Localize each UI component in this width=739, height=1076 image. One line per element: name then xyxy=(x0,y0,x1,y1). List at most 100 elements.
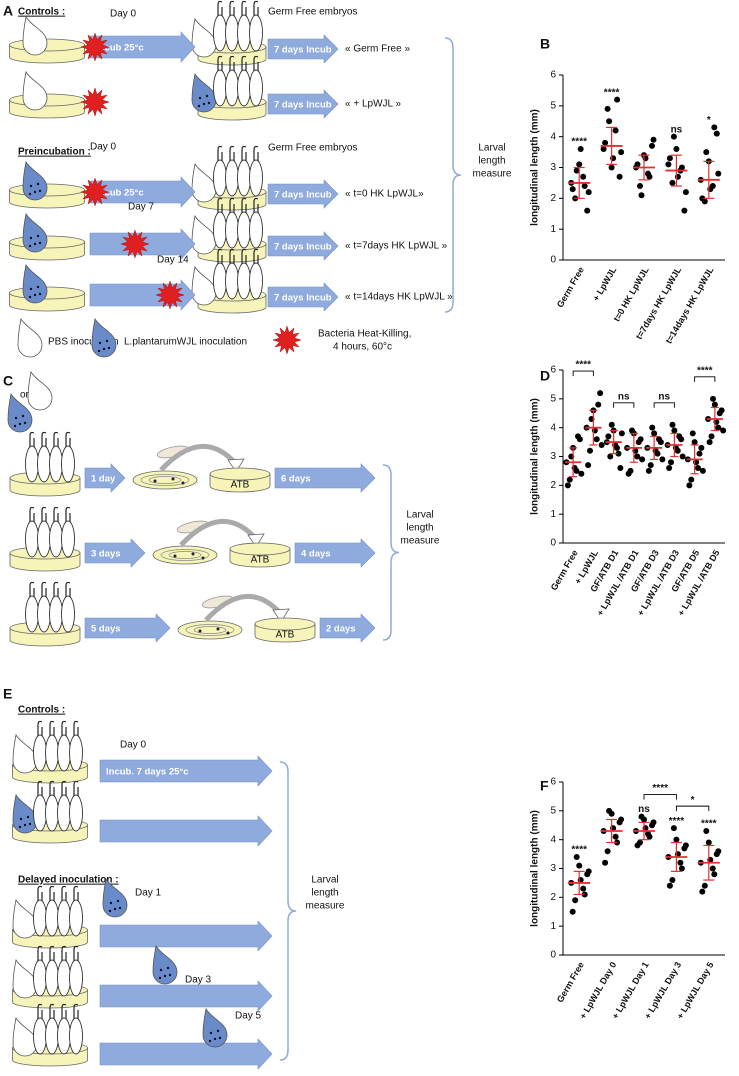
data-point xyxy=(607,453,614,460)
data-point xyxy=(686,482,693,489)
data-point xyxy=(666,155,673,162)
bracket xyxy=(279,761,297,1061)
embryo xyxy=(237,69,251,107)
data-point xyxy=(720,427,727,434)
petri-ring xyxy=(160,549,210,561)
label: Day 3 xyxy=(185,975,212,986)
data-point xyxy=(670,133,677,140)
bacteria-dot xyxy=(13,424,17,428)
label: 5 days xyxy=(91,624,121,635)
label: length xyxy=(406,523,433,534)
data-point xyxy=(580,173,587,180)
data-point xyxy=(646,173,653,180)
embryo xyxy=(225,14,239,52)
label: 2 days xyxy=(326,624,356,635)
data-point xyxy=(715,848,722,855)
label: « + LpWJL » xyxy=(345,99,401,110)
data-point xyxy=(708,433,715,440)
data-point xyxy=(666,465,673,472)
label: 2 xyxy=(550,892,556,903)
label: **** xyxy=(571,137,587,148)
label: Larval xyxy=(478,143,505,154)
pbs-drop xyxy=(191,265,217,306)
arrow xyxy=(99,980,273,1012)
data-point xyxy=(584,207,591,214)
label: C xyxy=(3,373,13,389)
heat-kill-star xyxy=(80,177,110,207)
embryo xyxy=(69,1017,83,1055)
embryo xyxy=(33,899,47,937)
embryo xyxy=(237,14,251,52)
arrow xyxy=(84,463,126,493)
label: 1 xyxy=(550,921,556,932)
data-point xyxy=(645,467,652,474)
bacteria-dot xyxy=(97,349,101,353)
label: 5 xyxy=(550,393,556,404)
data-point xyxy=(711,401,718,408)
bacteria-dot xyxy=(109,901,113,905)
bacteria-dot xyxy=(158,976,162,980)
bacteria-dot xyxy=(36,285,40,289)
heat-kill-star xyxy=(120,229,150,259)
data-point xyxy=(695,465,701,472)
transfer-head xyxy=(247,533,265,548)
label: 4 xyxy=(550,131,556,142)
label: Delayed inoculation : xyxy=(18,875,119,886)
embryo xyxy=(249,211,263,249)
bacteria-dot xyxy=(202,102,206,106)
data-point xyxy=(711,871,718,878)
pbs-drop xyxy=(12,958,38,999)
petri-ring xyxy=(185,624,235,636)
embryo xyxy=(45,1017,59,1055)
embryo xyxy=(37,520,51,558)
arrow xyxy=(99,1038,273,1070)
data-point xyxy=(606,807,613,814)
data-point xyxy=(634,453,641,460)
data-point xyxy=(706,439,713,446)
data-point xyxy=(650,819,657,826)
data-point xyxy=(681,207,688,214)
bacteria-dot xyxy=(213,1037,217,1041)
bacteria-dot xyxy=(28,192,32,196)
pbs-drop xyxy=(191,162,217,203)
data-point xyxy=(572,897,579,904)
data-point xyxy=(678,164,685,171)
heat-kill-star xyxy=(80,32,110,62)
embryo xyxy=(49,445,63,483)
bacteria-dot xyxy=(102,347,106,351)
label: ns xyxy=(618,391,630,402)
data-point xyxy=(703,828,710,835)
embryo xyxy=(57,959,71,997)
label: 7 days Incub xyxy=(274,190,332,201)
data-point xyxy=(638,813,645,820)
significance-bracket xyxy=(572,370,594,377)
label: 3 xyxy=(550,162,556,173)
label: Germ Free embryos xyxy=(268,7,357,18)
bacteria-dot xyxy=(208,1039,212,1043)
label: + LpWJL Day 5 xyxy=(675,960,716,1021)
bacteria-dot xyxy=(207,101,211,105)
data-point xyxy=(709,865,716,872)
pbs-drop xyxy=(27,370,53,411)
label: Day 0 xyxy=(120,740,147,751)
pbs-drop xyxy=(191,214,217,255)
embryo xyxy=(57,734,71,772)
petri-ring xyxy=(148,476,182,484)
bacteria-drop xyxy=(202,1007,228,1048)
petri-ring xyxy=(193,626,227,634)
data-point xyxy=(682,189,689,196)
data-point xyxy=(711,124,718,131)
petri xyxy=(132,470,198,490)
arrow xyxy=(294,538,376,568)
embryo xyxy=(237,211,251,249)
embryo xyxy=(49,520,63,558)
bacteria-dot xyxy=(197,104,201,108)
heat-kill-star xyxy=(80,87,110,117)
significance-bracket xyxy=(694,376,716,382)
embryo xyxy=(45,734,59,772)
arrow xyxy=(99,920,273,952)
label: longitudinal length (mm) xyxy=(530,810,541,927)
embryo xyxy=(69,959,83,997)
data-point xyxy=(634,842,641,849)
data-point xyxy=(703,149,710,156)
